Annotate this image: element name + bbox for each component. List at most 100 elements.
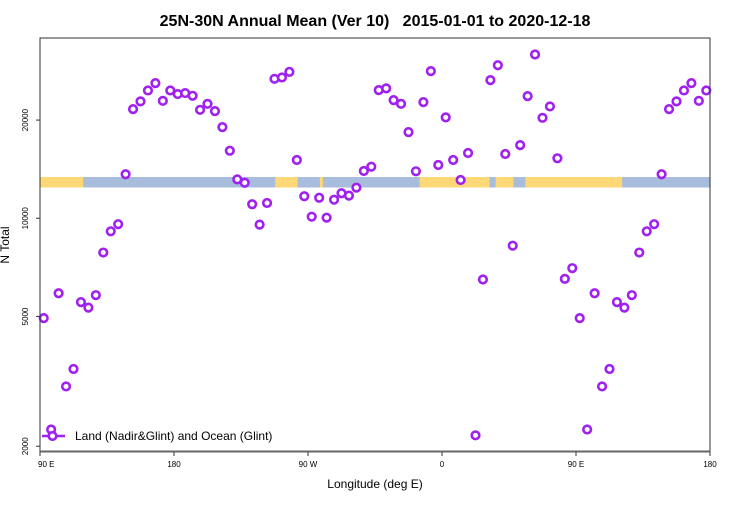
- legend-label: Land (Nadir&Glint) and Ocean (Glint): [75, 429, 272, 443]
- data-point: [395, 98, 407, 109]
- data-point: [247, 199, 258, 210]
- y-ticks: 2000 5000 10000 20000: [21, 108, 40, 455]
- data-point: [75, 297, 87, 308]
- data-point: [529, 49, 541, 60]
- data-point: [187, 90, 198, 101]
- data-point-wrapped: [641, 226, 652, 237]
- data-point: [388, 94, 399, 106]
- data-point-wrapped: [604, 363, 615, 375]
- data-point: [522, 90, 533, 102]
- data-point: [455, 174, 466, 186]
- data-point: [500, 148, 511, 160]
- data-point-wrapped: [574, 313, 585, 324]
- data-point: [150, 78, 161, 89]
- data-point: [105, 226, 116, 237]
- data-point-wrapped: [656, 169, 667, 180]
- data-point: [98, 247, 109, 258]
- data-point-wrapped: [686, 78, 697, 89]
- land-strip: [525, 177, 623, 188]
- data-point: [544, 101, 556, 112]
- x-tick-label: 180: [703, 460, 717, 469]
- data-point: [410, 166, 422, 177]
- data-point: [418, 97, 429, 108]
- data-point: [142, 85, 154, 96]
- data-point: [351, 182, 362, 193]
- data-point-wrapped: [678, 85, 690, 96]
- data-point: [209, 105, 221, 117]
- data-point: [507, 240, 518, 251]
- data-point: [358, 165, 369, 177]
- data-point-wrapped: [619, 302, 630, 313]
- data-point: [306, 211, 317, 222]
- data-point: [53, 288, 64, 299]
- data-point: [113, 219, 124, 230]
- x-tick-label: 90 E: [38, 460, 54, 469]
- x-tick-label: 90 E: [568, 460, 584, 469]
- data-point-wrapped: [596, 381, 608, 392]
- data-point: [127, 104, 139, 115]
- data-point: [559, 273, 570, 284]
- data-point-wrapped: [634, 247, 645, 258]
- land-strip: [419, 177, 490, 188]
- data-point-wrapped: [663, 104, 675, 115]
- land-strip: [40, 177, 84, 188]
- land-strip: [319, 177, 323, 188]
- data-point: [552, 153, 563, 164]
- x-ticks: 90 E 180 90 W 0 90 E 180: [38, 452, 717, 469]
- data-point: [492, 60, 503, 71]
- data-point: [276, 72, 288, 83]
- data-point: [120, 169, 131, 180]
- data-point: [60, 381, 72, 392]
- y-tick-label: 10000: [21, 207, 30, 230]
- data-point: [135, 96, 146, 107]
- data-point: [321, 212, 332, 223]
- data-point-wrapped: [589, 288, 600, 299]
- data-point: [165, 85, 176, 96]
- data-point-wrapped: [693, 95, 704, 106]
- x-tick-label: 90 W: [299, 460, 318, 469]
- data-point: [291, 154, 302, 166]
- data-point: [83, 302, 94, 313]
- land-strip: [275, 177, 298, 188]
- data-point: [261, 197, 273, 209]
- data-point: [68, 363, 79, 375]
- y-axis-label: N Total: [0, 226, 12, 263]
- y-tick-label: 2000: [21, 437, 30, 455]
- surface-strip: [40, 177, 710, 188]
- legend: Land (Nadir&Glint) and Ocean (Glint): [42, 429, 272, 443]
- data-point-wrapped: [701, 85, 712, 96]
- data-point-wrapped: [582, 424, 593, 435]
- x-tick-label: 180: [167, 460, 181, 469]
- y-tick-label: 20000: [21, 108, 30, 131]
- data-point: [343, 190, 355, 201]
- data-point: [90, 290, 101, 301]
- data-point: [477, 274, 489, 285]
- data-point: [433, 159, 444, 171]
- data-point: [448, 154, 459, 166]
- data-points: [38, 49, 712, 441]
- data-point: [403, 127, 414, 138]
- data-point: [537, 112, 548, 123]
- data-point: [224, 145, 235, 156]
- data-point: [217, 122, 228, 133]
- data-point: [202, 98, 213, 109]
- data-point: [470, 430, 481, 441]
- data-point: [254, 219, 265, 230]
- data-point: [567, 263, 578, 274]
- data-point: [462, 147, 474, 159]
- data-point: [328, 194, 340, 205]
- x-tick-label: 0: [440, 460, 445, 469]
- data-point-wrapped: [626, 290, 637, 301]
- data-point: [440, 112, 451, 123]
- data-point: [515, 140, 526, 151]
- x-axis-label: Longitude (deg E): [327, 477, 422, 491]
- data-point-wrapped: [671, 96, 682, 107]
- chart-title: 25N-30N Annual Mean (Ver 10) 2015-01-01 …: [160, 13, 591, 30]
- data-point: [425, 66, 436, 77]
- data-point: [314, 192, 325, 203]
- data-point: [157, 95, 168, 106]
- data-point-wrapped: [649, 219, 660, 230]
- data-point: [239, 177, 250, 188]
- data-point-wrapped: [611, 297, 623, 308]
